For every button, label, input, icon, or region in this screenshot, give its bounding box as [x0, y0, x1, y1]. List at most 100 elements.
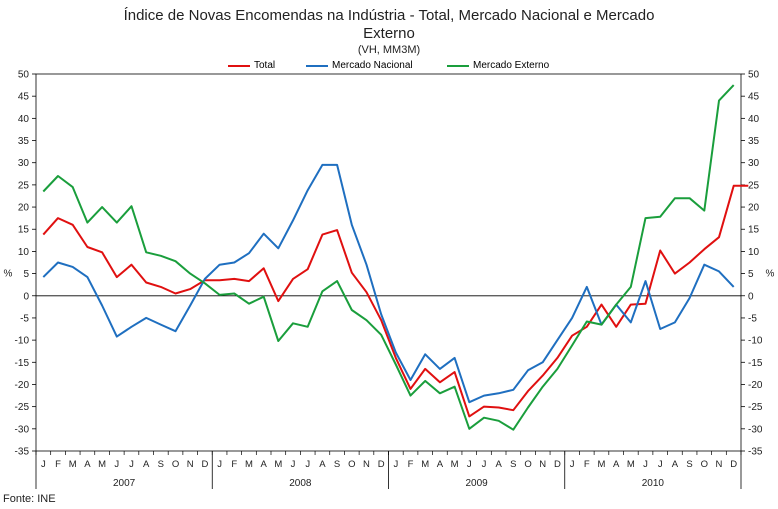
- x-month-label: D: [378, 459, 385, 470]
- x-month-label: M: [245, 459, 253, 470]
- chart-title-line-2: Externo: [363, 25, 415, 42]
- legend-swatch-mercado-externo: [447, 64, 469, 67]
- y-tick-label-right: 45: [748, 92, 760, 103]
- y-tick-label-right: 20: [748, 203, 760, 214]
- y-tick-label-left: -15: [15, 358, 30, 369]
- chart-subtitle: (VH, MM3M): [357, 44, 421, 56]
- series-line-mercado-nacional: [42, 163, 735, 404]
- y-tick-label-left: 50: [18, 70, 30, 81]
- legend-item-mercado-externo: Mercado Externo: [447, 60, 549, 71]
- x-month-label: N: [716, 459, 723, 470]
- x-month-label: J: [129, 459, 134, 470]
- x-month-label: A: [319, 459, 326, 470]
- x-month-label: S: [510, 459, 516, 470]
- x-month-label: O: [172, 459, 179, 470]
- x-month-label: N: [187, 459, 194, 470]
- x-month-label: A: [495, 459, 502, 470]
- y-tick-label-right: 0: [748, 291, 754, 302]
- legend-swatch-mercado-nacional: [306, 64, 328, 67]
- x-month-label: D: [730, 459, 737, 470]
- chart-title-line-1: Índice de Novas Encomendas na Indústria …: [123, 7, 655, 24]
- y-tick-label-right: 30: [748, 158, 760, 169]
- x-month-label: F: [55, 459, 61, 470]
- x-month-label: F: [584, 459, 590, 470]
- x-month-label: A: [84, 459, 91, 470]
- y-tick-label-left: -30: [15, 424, 30, 435]
- x-month-label: S: [686, 459, 692, 470]
- legend-label-mercado-externo: Mercado Externo: [473, 60, 550, 71]
- y-tick-label-right: 25: [748, 180, 760, 191]
- y-tick-label-right: 15: [748, 225, 760, 236]
- y-tick-label-right: -35: [748, 447, 763, 458]
- x-month-label: M: [274, 459, 282, 470]
- x-month-label: J: [570, 459, 575, 470]
- x-month-label: D: [201, 459, 208, 470]
- y-tick-label-left: 20: [18, 203, 30, 214]
- x-month-label: M: [421, 459, 429, 470]
- y-tick-label-right: 35: [748, 136, 760, 147]
- legend-label-total: Total: [254, 60, 276, 71]
- legend-item-total: Total: [228, 60, 275, 71]
- x-month-label: J: [643, 459, 648, 470]
- y-tick-label-left: 35: [18, 136, 30, 147]
- x-month-label: J: [305, 459, 310, 470]
- y-tick-label-right: -30: [748, 424, 763, 435]
- x-month-label: S: [334, 459, 340, 470]
- y-tick-label-left: -20: [15, 380, 30, 391]
- y-tick-label-left: -10: [15, 336, 30, 347]
- legend-swatch-total: [228, 64, 250, 67]
- x-month-label: J: [658, 459, 663, 470]
- x-month-label: A: [613, 459, 620, 470]
- x-month-label: J: [467, 459, 472, 470]
- legend-label-mercado-nacional: Mercado Nacional: [332, 60, 413, 71]
- x-month-label: O: [701, 459, 708, 470]
- x-month-label: A: [437, 459, 444, 470]
- y-tick-label-right: -5: [748, 313, 757, 324]
- y-tick-label-left: -35: [15, 447, 30, 458]
- x-month-label: M: [69, 459, 77, 470]
- x-month-label: F: [231, 459, 237, 470]
- legend-item-mercado-nacional: Mercado Nacional: [306, 60, 413, 71]
- y-tick-label-left: 40: [18, 114, 30, 125]
- x-year-label: 2010: [642, 478, 665, 489]
- y-tick-label-right: 50: [748, 70, 760, 81]
- x-month-label: J: [114, 459, 119, 470]
- x-year-label: 2007: [113, 478, 136, 489]
- y-tick-label-right: -15: [748, 358, 763, 369]
- source-note: Fonte: INE: [3, 493, 56, 505]
- y-tick-label-left: 0: [23, 291, 29, 302]
- y-tick-label-right: 5: [748, 269, 754, 280]
- x-month-label: A: [672, 459, 679, 470]
- y-tick-label-right: -25: [748, 402, 763, 413]
- y-tick-label-right: -20: [748, 380, 763, 391]
- y-tick-label-left: 45: [18, 92, 30, 103]
- y-tick-label-left: 10: [18, 247, 30, 258]
- x-month-label: O: [524, 459, 531, 470]
- x-month-label: J: [41, 459, 46, 470]
- x-month-label: M: [627, 459, 635, 470]
- x-month-label: M: [598, 459, 606, 470]
- x-month-label: N: [363, 459, 370, 470]
- y-tick-label-right: -10: [748, 336, 763, 347]
- y-tick-label-left: -25: [15, 402, 30, 413]
- x-month-label: J: [482, 459, 487, 470]
- series-line-total: [42, 184, 749, 418]
- x-month-label: J: [291, 459, 296, 470]
- y-tick-label-right: 40: [748, 114, 760, 125]
- x-year-label: 2009: [466, 478, 489, 489]
- y-axis-label-right: %: [766, 269, 775, 280]
- y-tick-label-left: 25: [18, 180, 30, 191]
- x-month-label: S: [158, 459, 164, 470]
- x-month-label: M: [98, 459, 106, 470]
- x-month-label: D: [554, 459, 561, 470]
- x-month-label: N: [539, 459, 546, 470]
- x-year-label: 2008: [289, 478, 312, 489]
- y-tick-label-right: 10: [748, 247, 760, 258]
- x-month-label: F: [408, 459, 414, 470]
- x-month-label: J: [393, 459, 398, 470]
- y-tick-label-left: -5: [20, 313, 29, 324]
- x-month-label: M: [451, 459, 459, 470]
- y-tick-label-left: 30: [18, 158, 30, 169]
- x-month-label: O: [348, 459, 355, 470]
